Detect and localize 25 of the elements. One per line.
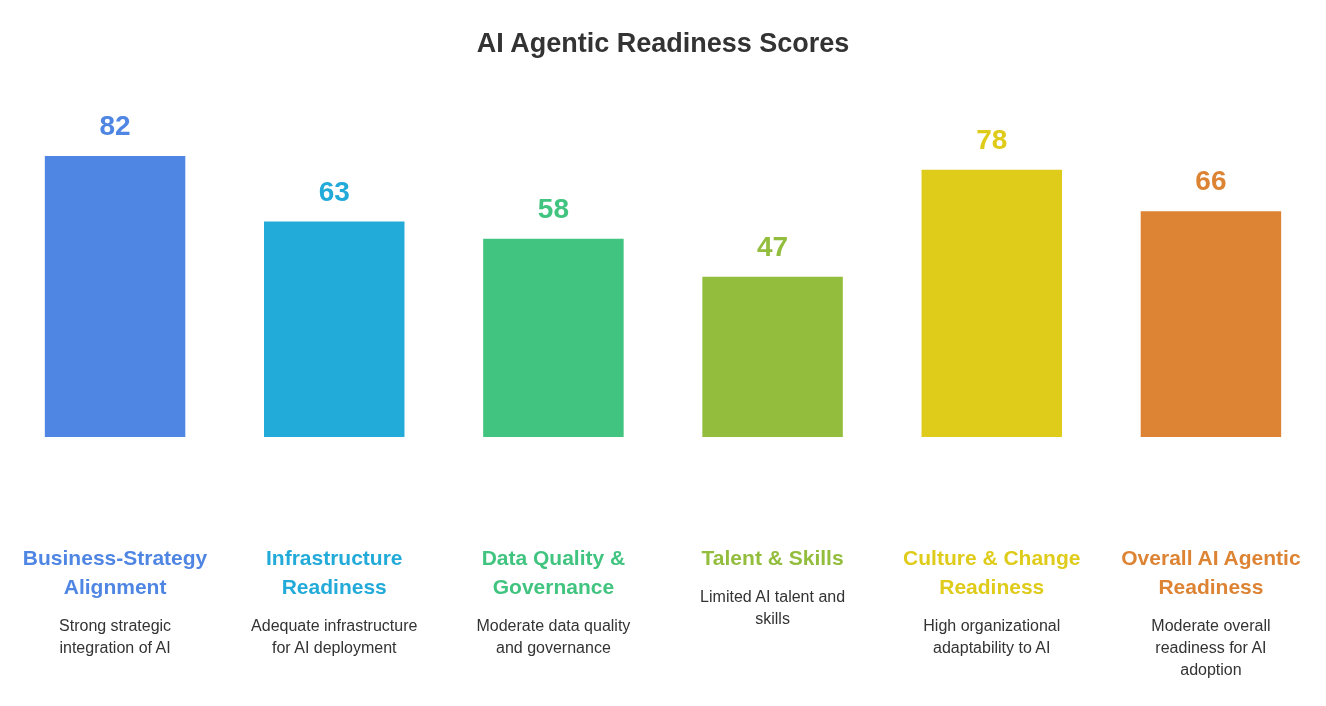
bar — [262, 219, 407, 439]
data-label: 63 — [318, 175, 350, 207]
x-tick-label: Business-Strategy Alignment — [22, 546, 208, 598]
bar — [481, 236, 626, 439]
text: High organizational adaptability to AI — [923, 617, 1061, 656]
bar — [919, 167, 1064, 439]
data-label: 78 — [976, 123, 1008, 155]
data-label: 66 — [1195, 165, 1227, 197]
text: Limited AI talent and skills — [700, 588, 846, 627]
text: Adequate infrastructure for AI deployment — [251, 617, 418, 656]
x-tick-label: Data Quality & Governance — [481, 546, 626, 598]
text: Moderate overall readiness for AI adoption — [1151, 617, 1271, 678]
text: Strong strategic integration of AI — [59, 617, 172, 656]
bar — [1138, 209, 1284, 439]
bar — [700, 274, 845, 439]
x-tick-label: Culture & Change Readiness — [903, 546, 1081, 598]
chart-title: AI Agentic Readiness Scores — [476, 28, 850, 58]
x-tick-label: Talent & Skills — [701, 546, 844, 569]
data-label: 47 — [757, 230, 789, 262]
x-tick-label: Infrastructure Readiness — [265, 546, 403, 598]
data-label: 58 — [537, 192, 569, 224]
text: Moderate data quality and governance — [476, 617, 631, 656]
data-label: 82 — [99, 110, 131, 141]
x-tick-label: Overall AI Agentic Readiness — [1121, 546, 1301, 598]
bar — [42, 154, 188, 439]
